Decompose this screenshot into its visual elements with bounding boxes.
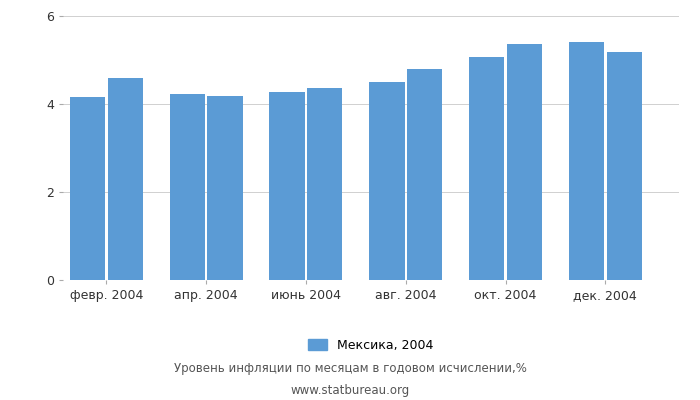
Bar [607, 52, 642, 280]
Text: Уровень инфляции по месяцам в годовом исчислении,%: Уровень инфляции по месяцам в годовом ис… [174, 362, 526, 375]
Bar [207, 96, 243, 280]
Legend: Мексика, 2004: Мексика, 2004 [303, 334, 439, 357]
Text: www.statbureau.org: www.statbureau.org [290, 384, 410, 397]
Bar [169, 94, 205, 280]
Bar [307, 88, 342, 280]
Bar [407, 69, 442, 280]
Bar [469, 57, 504, 280]
Bar [569, 42, 604, 280]
Bar [270, 92, 304, 280]
Bar [70, 96, 105, 280]
Bar [507, 44, 542, 280]
Bar [108, 78, 143, 280]
Bar [370, 82, 405, 280]
